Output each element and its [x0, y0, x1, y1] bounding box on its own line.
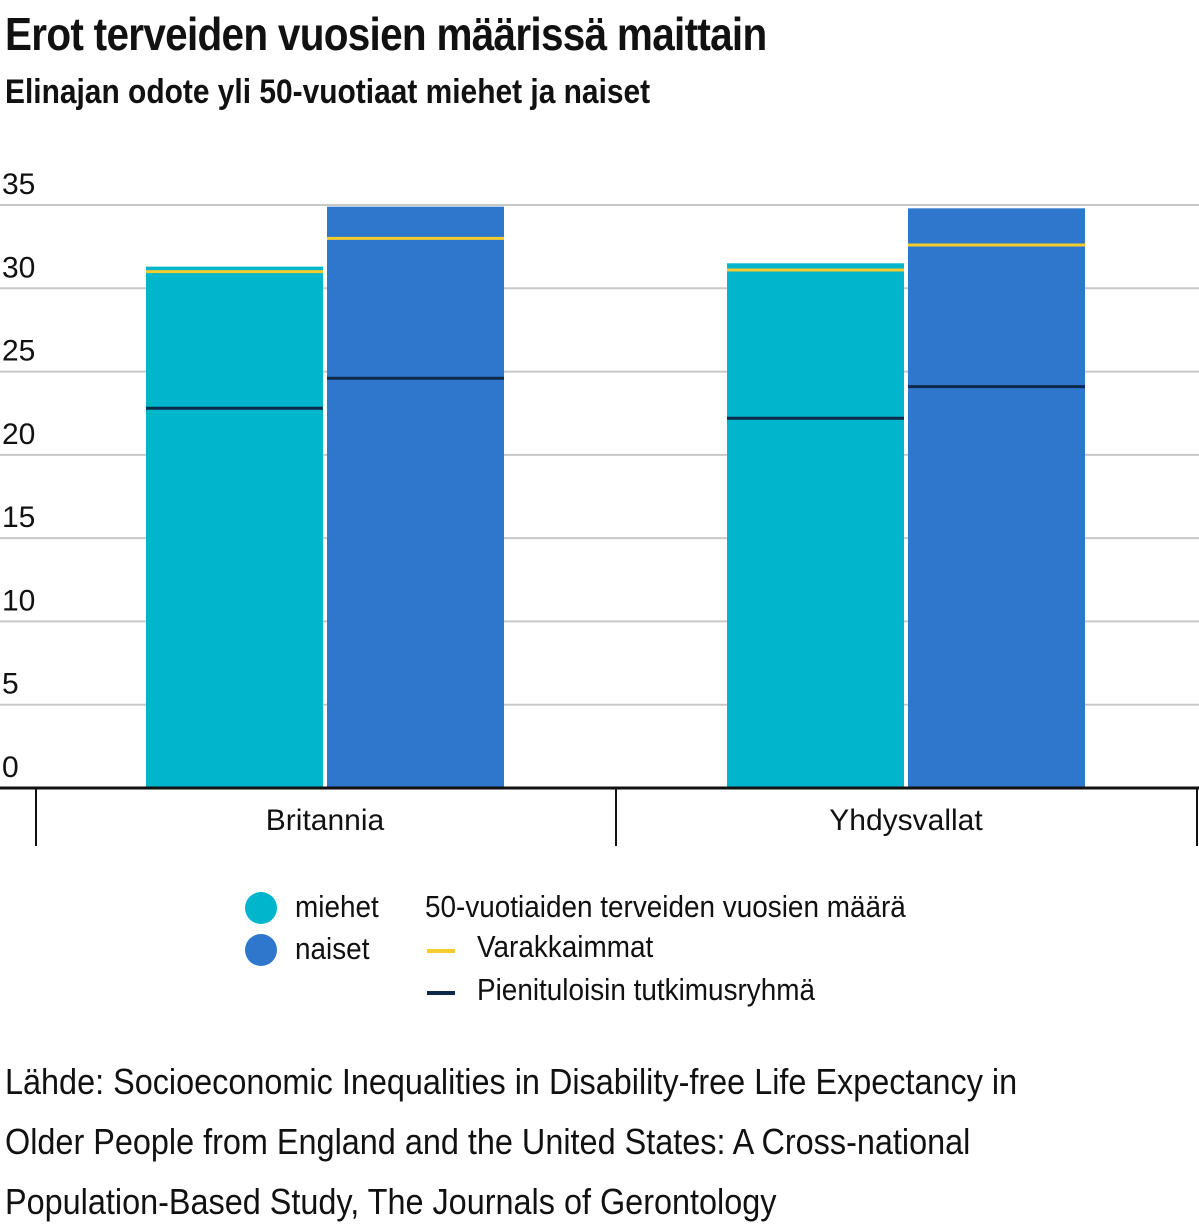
y-tick-label-0: 0 [2, 751, 19, 784]
bar-naiset-0 [327, 206, 504, 788]
y-tick-label-35: 35 [2, 168, 35, 201]
chart-title: Erot terveiden vuosien määrissä maittain [5, 8, 767, 60]
bars [146, 206, 1085, 788]
source-line-1: Lähde: Socioeconomic Inequalities in Dis… [5, 1061, 1018, 1102]
y-tick-label-25: 25 [2, 335, 35, 368]
legend-swatch-pienituloisin [427, 991, 455, 995]
legend-label-miehet: miehet [295, 889, 379, 924]
y-tick-label-20: 20 [2, 418, 35, 451]
legend-label-pienituloisin: Pienituloisin tutkimusryhmä [477, 972, 816, 1007]
x-category-label-0: Britannia [266, 804, 385, 837]
legend-label-varakkaimmat: Varakkaimmat [477, 929, 654, 964]
bar-chart: 0 5 10 15 20 25 30 35 Britannia Yhdysvallat [0, 168, 1199, 846]
source-line-2: Older People from England and the United… [5, 1121, 971, 1162]
chart-subtitle: Elinajan odote yli 50-vuotiaat miehet ja… [5, 73, 651, 111]
bar-miehet-1 [727, 263, 904, 788]
y-axis-ticks: 0 5 10 15 20 25 30 35 [2, 168, 35, 784]
x-axis: Britannia Yhdysvallat [0, 786, 1199, 846]
y-tick-label-10: 10 [2, 584, 35, 617]
bar-naiset-1 [908, 208, 1085, 788]
legend-markers-title: 50-vuotiaiden terveiden vuosien määrä [425, 889, 906, 924]
legend-swatch-miehet [245, 892, 277, 924]
legend-swatch-varakkaimmat [427, 949, 455, 953]
legend: miehet naiset 50-vuotiaiden terveiden vu… [245, 885, 1005, 1015]
x-category-label-1: Yhdysvallat [829, 804, 983, 837]
marker-lines [146, 236, 1085, 420]
y-tick-label-5: 5 [2, 668, 19, 701]
legend-swatch-naiset [245, 934, 277, 966]
y-tick-label-15: 15 [2, 501, 35, 534]
legend-label-naiset: naiset [295, 931, 370, 966]
source-note: Lähde: Socioeconomic Inequalities in Dis… [5, 1052, 1076, 1232]
source-line-3: Population-Based Study, The Journals of … [5, 1181, 777, 1222]
y-tick-label-30: 30 [2, 251, 35, 284]
bar-miehet-0 [146, 266, 323, 788]
